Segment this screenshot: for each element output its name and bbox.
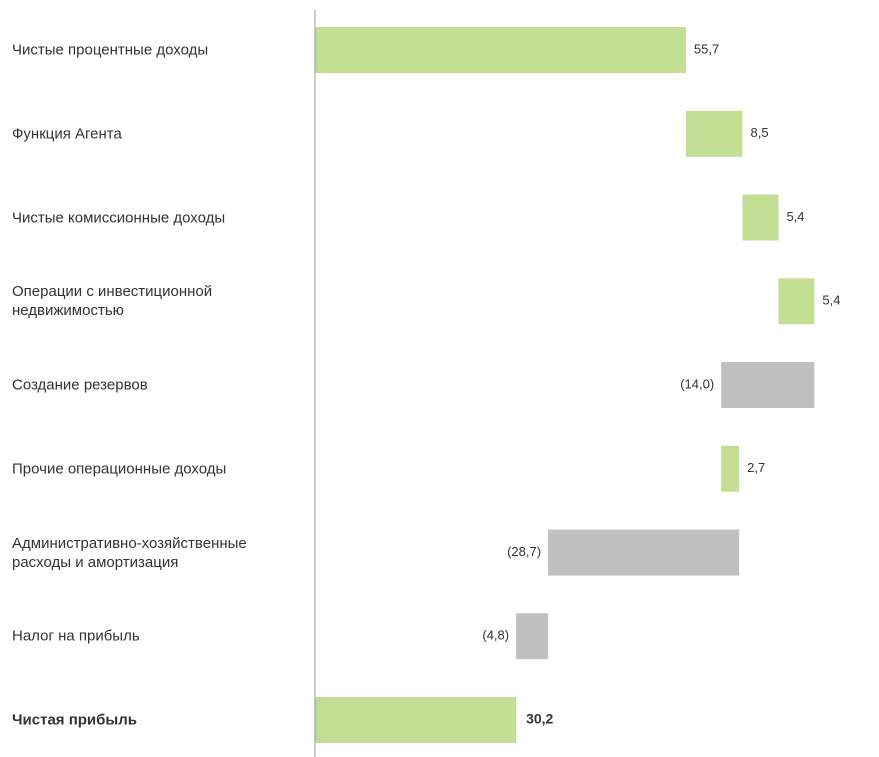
value-label: 5,4 bbox=[786, 209, 804, 224]
category-label: Налог на прибыль bbox=[12, 627, 140, 645]
value-label: 55,7 bbox=[694, 41, 719, 56]
bar bbox=[778, 278, 815, 325]
category-label: Функция Агента bbox=[12, 125, 122, 143]
category-label: Операции с инвестиционной недвижимостью bbox=[12, 283, 213, 320]
category-label: Создание резервов bbox=[12, 376, 148, 394]
bar bbox=[516, 613, 549, 660]
value-label: 30,2 bbox=[526, 711, 553, 727]
category-label: Чистые комиссионные доходы bbox=[12, 209, 226, 226]
value-label: (28,7) bbox=[507, 544, 541, 559]
bar bbox=[721, 362, 815, 408]
bar bbox=[742, 194, 779, 241]
category-label: Административно-хозяйственные расходы и … bbox=[12, 534, 247, 571]
category-label: Чистые процентные доходы bbox=[12, 41, 209, 59]
bar bbox=[315, 697, 517, 743]
category-label: Чистая прибыль bbox=[12, 711, 137, 729]
value-label: 2,7 bbox=[747, 460, 765, 475]
value-label: 8,5 bbox=[750, 125, 768, 140]
bar bbox=[721, 445, 740, 492]
bar bbox=[685, 110, 743, 157]
category-label: Прочие операционные доходы bbox=[12, 460, 227, 478]
bar bbox=[315, 27, 686, 73]
value-label: 5,4 bbox=[822, 293, 840, 308]
bar bbox=[548, 529, 740, 576]
value-label: (4,8) bbox=[482, 628, 509, 643]
value-label: (14,0) bbox=[680, 376, 714, 391]
